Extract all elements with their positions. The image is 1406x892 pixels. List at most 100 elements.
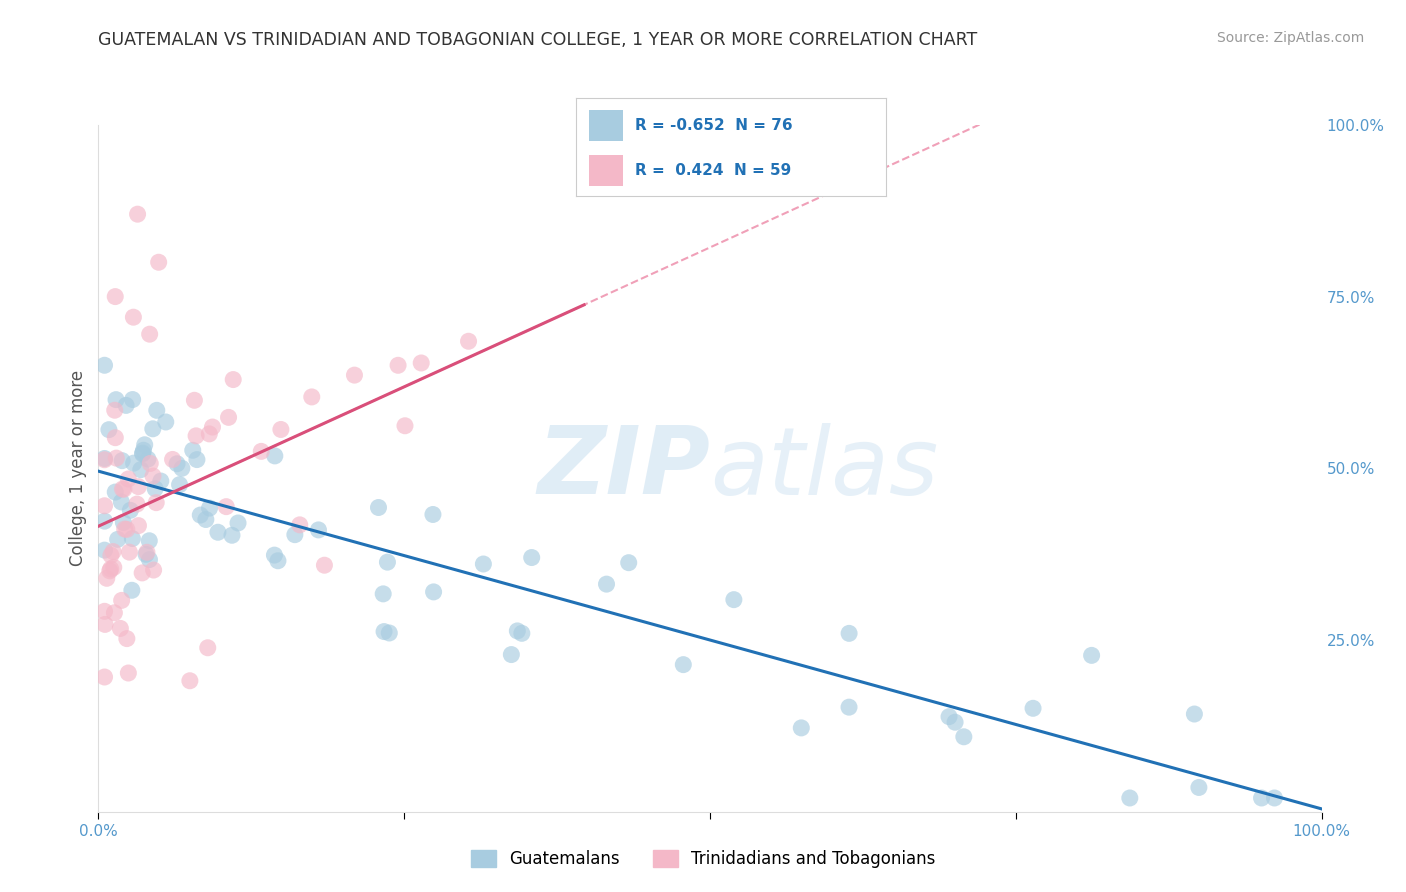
Point [387, 359, 409, 373]
Point [115, 523, 138, 537]
Point [1188, 780, 1211, 795]
Point [115, 398, 138, 412]
Point [308, 523, 330, 537]
Point [1250, 791, 1272, 805]
Point [121, 583, 143, 598]
Point [378, 626, 401, 640]
Point [198, 501, 221, 516]
Point [343, 368, 366, 383]
Point [155, 415, 177, 429]
Point [1080, 648, 1102, 663]
Bar [589, 155, 623, 186]
Point [135, 547, 157, 561]
Point [100, 549, 122, 563]
Point [373, 624, 395, 639]
Point [943, 715, 966, 730]
Point [98, 564, 121, 578]
Point [104, 289, 127, 303]
Point [270, 422, 292, 436]
Point [520, 550, 543, 565]
Point [197, 640, 219, 655]
Point [132, 443, 155, 458]
Point [377, 555, 399, 569]
Point [104, 431, 127, 445]
Point [93, 604, 115, 618]
Point [166, 457, 188, 471]
Point [169, 477, 191, 491]
Bar [589, 110, 623, 141]
Text: Source: ZipAtlas.com: Source: ZipAtlas.com [1216, 31, 1364, 45]
Point [143, 482, 166, 496]
Point [138, 327, 160, 342]
Point [139, 457, 162, 471]
Point [186, 452, 208, 467]
Point [146, 403, 169, 417]
Point [288, 517, 311, 532]
Point [121, 532, 143, 546]
Point [104, 485, 127, 500]
Point [215, 500, 238, 514]
Point [501, 648, 523, 662]
Point [226, 516, 249, 530]
Point [103, 560, 125, 574]
Point [129, 463, 152, 477]
Point [314, 558, 336, 573]
Point [105, 392, 128, 407]
Point [127, 480, 149, 494]
Point [838, 700, 860, 714]
Point [97, 423, 120, 437]
Point [120, 503, 142, 517]
Point [222, 373, 245, 387]
Point [595, 577, 617, 591]
Point [183, 393, 205, 408]
Point [131, 566, 153, 580]
Point [179, 673, 201, 688]
Point [114, 522, 136, 536]
Point [207, 525, 229, 540]
Point [93, 670, 115, 684]
Point [267, 554, 290, 568]
Point [184, 429, 207, 443]
Point [145, 496, 167, 510]
Point [411, 356, 433, 370]
Point [472, 557, 495, 571]
Point [127, 207, 149, 221]
Point [111, 593, 134, 607]
Point [117, 472, 139, 486]
Legend: Guatemalans, Trinidadians and Tobagonians: Guatemalans, Trinidadians and Tobagonian… [464, 843, 942, 875]
Point [188, 508, 211, 522]
Text: GUATEMALAN VS TRINIDADIAN AND TOBAGONIAN COLLEGE, 1 YEAR OR MORE CORRELATION CHA: GUATEMALAN VS TRINIDADIAN AND TOBAGONIAN… [98, 31, 977, 49]
Point [111, 453, 134, 467]
Point [138, 552, 160, 566]
Point [93, 499, 115, 513]
Point [112, 482, 135, 496]
Point [250, 444, 273, 458]
Point [96, 571, 118, 585]
Point [373, 587, 395, 601]
Y-axis label: College, 1 year or more: College, 1 year or more [69, 370, 87, 566]
Point [367, 500, 389, 515]
Point [263, 548, 285, 562]
Text: atlas: atlas [710, 423, 938, 514]
Point [94, 617, 117, 632]
Point [301, 390, 323, 404]
Point [131, 446, 153, 460]
Point [672, 657, 695, 672]
Point [394, 418, 416, 433]
Point [138, 533, 160, 548]
Point [142, 469, 165, 483]
Point [510, 626, 533, 640]
Point [118, 545, 141, 559]
Point [107, 533, 129, 547]
Point [103, 606, 125, 620]
Text: R = -0.652  N = 76: R = -0.652 N = 76 [636, 118, 793, 133]
Point [181, 443, 204, 458]
Point [93, 451, 115, 466]
Point [422, 508, 444, 522]
Point [93, 543, 115, 558]
Point [457, 334, 479, 349]
Point [105, 451, 128, 466]
Point [194, 512, 217, 526]
Point [93, 452, 115, 467]
Point [838, 626, 860, 640]
